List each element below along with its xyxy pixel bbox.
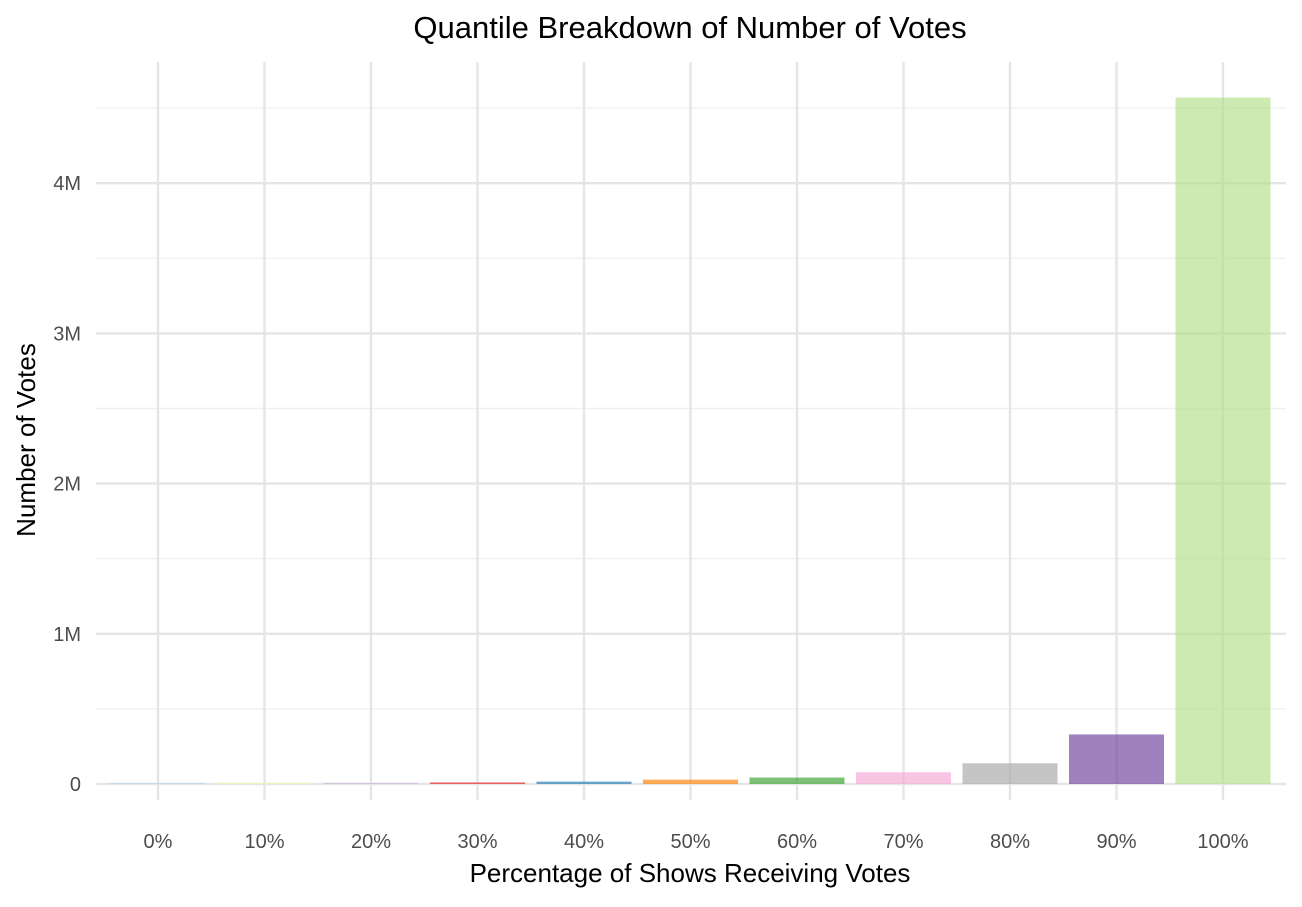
x-tick-label: 30% <box>457 831 497 853</box>
x-tick-label: 50% <box>670 831 710 853</box>
x-tick-label: 80% <box>990 831 1030 853</box>
x-tick-label: 90% <box>1096 831 1136 853</box>
y-axis-title: Number of Votes <box>11 343 41 537</box>
y-axis-tick-labels: 0 1M 2M 3M 4M <box>53 173 81 796</box>
bar-60pct <box>749 777 845 784</box>
x-tick-label: 70% <box>883 831 923 853</box>
x-axis-title: Percentage of Shows Receiving Votes <box>470 858 911 888</box>
y-tick-label: 0 <box>70 774 81 796</box>
bar-30pct <box>430 782 525 784</box>
bar-0pct <box>110 783 206 784</box>
x-axis-tick-labels: 0% 10% 20% 30% 40% 50% 60% 70% 80% 90% 100% <box>144 831 1249 853</box>
x-tick-label: 40% <box>564 831 604 853</box>
y-tick-label: 3M <box>53 323 81 345</box>
x-tick-label: 10% <box>244 831 284 853</box>
x-tick-label: 100% <box>1197 831 1248 853</box>
bar-40pct <box>536 781 632 784</box>
major-gridlines <box>96 62 1286 800</box>
y-tick-label: 1M <box>53 624 81 646</box>
x-tick-label: 0% <box>144 831 173 853</box>
bar-70pct <box>856 772 951 784</box>
chart-title: Quantile Breakdown of Number of Votes <box>413 10 966 45</box>
y-tick-label: 4M <box>53 173 81 195</box>
y-tick-label: 2M <box>53 474 81 496</box>
bar-100pct <box>1175 97 1271 784</box>
bar-20pct <box>323 782 419 784</box>
x-tick-label: 60% <box>777 831 817 853</box>
bar-90pct <box>1069 734 1164 784</box>
bar-80pct <box>962 763 1058 784</box>
bar-10pct <box>217 783 312 784</box>
bars <box>110 97 1271 784</box>
bar-50pct <box>643 779 738 784</box>
x-tick-label: 20% <box>351 831 391 853</box>
